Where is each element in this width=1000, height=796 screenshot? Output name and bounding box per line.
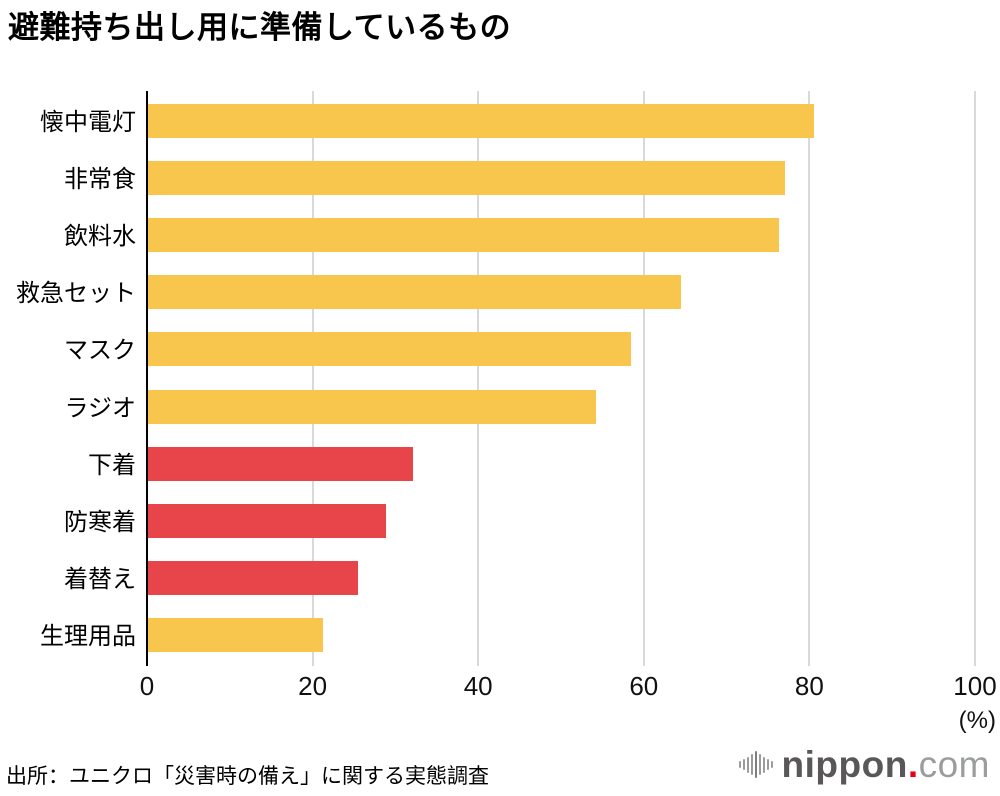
x-tick-60: 60 <box>629 671 659 701</box>
x-tick-0: 0 <box>139 671 155 701</box>
page-title: 避難持ち出し用に準備しているもの <box>8 10 512 45</box>
bar-2 <box>148 161 785 196</box>
category-label-1: 懐中電灯 <box>40 109 136 137</box>
category-label-6: ラジオ <box>64 394 136 422</box>
category-label-8: 防寒着 <box>64 508 136 536</box>
x-axis-tick-labels: 0 20 40 60 80 100 <box>140 671 997 703</box>
y-axis-line <box>146 91 148 666</box>
bar-10 <box>148 617 323 652</box>
bar-9 <box>148 560 359 595</box>
gridline-60 <box>642 91 645 666</box>
x-tick-20: 20 <box>298 671 328 701</box>
logo-text-com: com <box>918 744 990 785</box>
source-note: 出所：ユニクロ「災害時の備え」に関する実態調査 <box>6 765 489 788</box>
bar-3 <box>148 218 779 253</box>
plot-area <box>146 91 976 666</box>
axis-unit-label: (%) <box>958 707 996 734</box>
gridline-40 <box>477 91 480 666</box>
bar-7 <box>148 446 413 481</box>
x-tick-40: 40 <box>463 671 493 701</box>
logo-dot: . <box>907 744 919 785</box>
category-label-2: 非常食 <box>64 166 136 194</box>
logo-text: nippon.com <box>782 746 990 783</box>
x-tick-100: 100 <box>953 671 997 701</box>
category-labels: 懐中電灯非常食飲料水救急セットマスクラジオ下着防寒着着替え生理用品 <box>0 91 136 662</box>
bar-6 <box>148 389 596 424</box>
soundwave-icon <box>738 749 773 781</box>
bar-4 <box>148 275 682 310</box>
category-label-10: 生理用品 <box>40 622 136 650</box>
gridline-20 <box>311 91 314 666</box>
logo-text-nippon: nippon <box>781 744 908 785</box>
category-label-7: 下着 <box>88 451 136 479</box>
category-label-5: マスク <box>64 337 136 365</box>
bar-8 <box>148 503 387 538</box>
category-label-9: 着替え <box>64 565 136 593</box>
category-label-3: 飲料水 <box>64 223 136 251</box>
gridline-80 <box>808 91 811 666</box>
nippon-logo: nippon.com <box>738 746 990 783</box>
category-label-4: 救急セット <box>16 280 136 308</box>
bar-1 <box>148 104 814 138</box>
gridline-100 <box>974 91 976 666</box>
bar-5 <box>148 332 631 367</box>
x-tick-80: 80 <box>794 671 824 701</box>
